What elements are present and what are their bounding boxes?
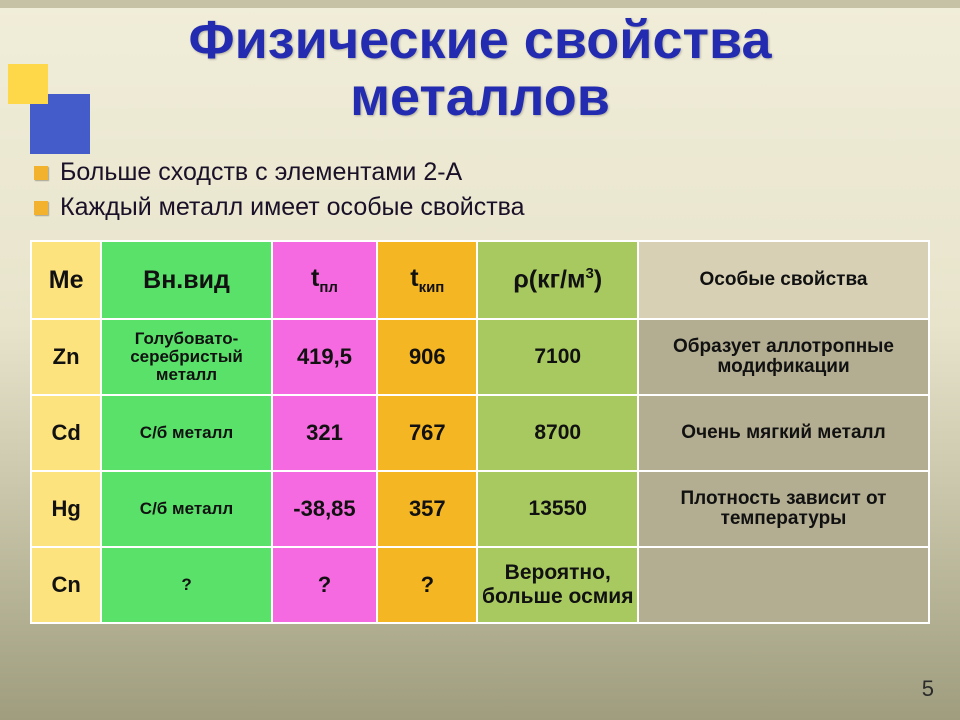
header-rho: ρ(кг/м3) (477, 241, 638, 319)
tkip-sub: кип (419, 279, 445, 296)
cell-tkip: ? (377, 547, 477, 623)
cell-prop (638, 547, 929, 623)
bullet-square-icon (34, 166, 48, 180)
cell-tpl: 419,5 (272, 319, 377, 395)
header-me: Ме (31, 241, 101, 319)
cell-me: Cd (31, 395, 101, 471)
bullet-square-icon (34, 201, 48, 215)
bullet-item: Больше сходств с элементами 2-А (34, 158, 930, 187)
cell-me: Zn (31, 319, 101, 395)
cell-look: С/б металл (101, 471, 272, 547)
cell-tpl: 321 (272, 395, 377, 471)
rho-pre: ρ(кг/м (513, 266, 585, 294)
cell-me: Cn (31, 547, 101, 623)
bullet-item: Каждый металл имеет особые свойства (34, 193, 930, 222)
cell-rho: 8700 (477, 395, 638, 471)
cell-tpl: -38,85 (272, 471, 377, 547)
cell-prop: Образует аллотропные модификации (638, 319, 929, 395)
table-row: Cn ? ? ? Вероятно, больше осмия (31, 547, 929, 623)
tkip-pre: t (410, 264, 418, 292)
page-title: Физические свойства металлов (0, 12, 960, 125)
cell-tkip: 357 (377, 471, 477, 547)
page-number: 5 (922, 676, 934, 702)
table-header-row: Ме Вн.вид tпл tкип ρ(кг/м3) Особые свойс… (31, 241, 929, 319)
cell-tpl: ? (272, 547, 377, 623)
header-look: Вн.вид (101, 241, 272, 319)
title-line2: металлов (350, 67, 610, 127)
cell-tkip: 767 (377, 395, 477, 471)
properties-table: Ме Вн.вид tпл tкип ρ(кг/м3) Особые свойс… (30, 240, 930, 624)
header-prop: Особые свойства (638, 241, 929, 319)
cell-rho: Вероятно, больше осмия (477, 547, 638, 623)
cell-rho: 13550 (477, 471, 638, 547)
title-line1: Физические свойства (189, 10, 772, 70)
bullet-text: Каждый металл имеет особые свойства (60, 193, 525, 222)
tpl-sub: пл (319, 279, 338, 296)
header-tpl: tпл (272, 241, 377, 319)
rho-sup: 3 (585, 265, 593, 282)
header-tkip: tкип (377, 241, 477, 319)
cell-tkip: 906 (377, 319, 477, 395)
cell-rho: 7100 (477, 319, 638, 395)
cell-look: С/б металл (101, 395, 272, 471)
rho-post: ) (594, 266, 602, 294)
table-row: Zn Голубовато-серебристый металл 419,5 9… (31, 319, 929, 395)
cell-prop: Плотность зависит от температуры (638, 471, 929, 547)
cell-prop: Очень мягкий металл (638, 395, 929, 471)
cell-look: Голубовато-серебристый металл (101, 319, 272, 395)
top-strip (0, 0, 960, 8)
table-row: Hg С/б металл -38,85 357 13550 Плотность… (31, 471, 929, 547)
bullet-list: Больше сходств с элементами 2-А Каждый м… (34, 158, 930, 228)
cell-look: ? (101, 547, 272, 623)
title-container: Физические свойства металлов (0, 12, 960, 125)
bullet-text: Больше сходств с элементами 2-А (60, 158, 462, 187)
table-row: Cd С/б металл 321 767 8700 Очень мягкий … (31, 395, 929, 471)
cell-me: Hg (31, 471, 101, 547)
decor-square-yellow (8, 64, 48, 104)
